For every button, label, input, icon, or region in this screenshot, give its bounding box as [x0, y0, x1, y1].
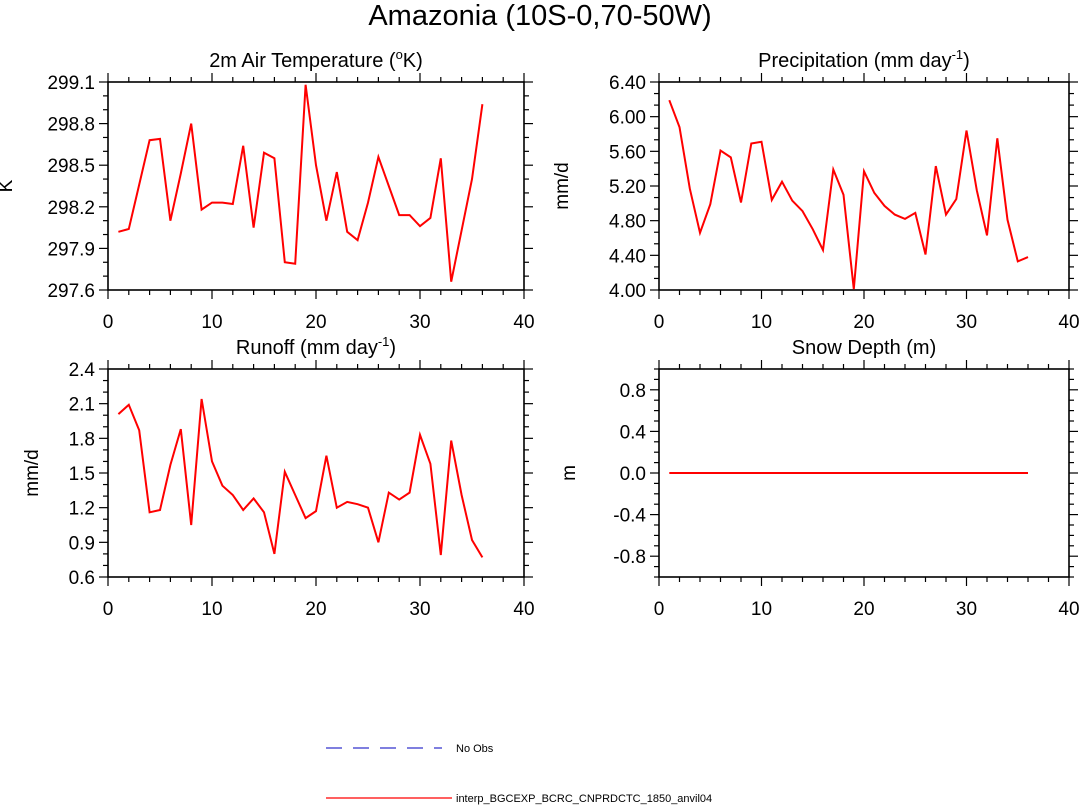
y-tick-label: 297.9: [47, 239, 95, 260]
series-line: [118, 84, 484, 282]
y-tick-label: 298.2: [47, 198, 95, 219]
y-tick-label: 0.6: [69, 568, 95, 589]
y-tick-label: 299.1: [47, 73, 95, 94]
legend: No Obs interp_BGCEXP_BCRC_CNPRDCTC_1850_…: [326, 743, 712, 805]
x-tick-label: 30: [956, 599, 977, 620]
y-tick-label: -0.4: [613, 506, 646, 527]
x-tick-label: 30: [409, 599, 430, 620]
x-tick-label: 0: [654, 599, 665, 620]
x-tick-label: 20: [305, 599, 326, 620]
y-tick-label: 6.00: [609, 108, 646, 129]
y-tick-label: 4.80: [609, 212, 646, 233]
panel-4: 0 10 20 30 40 -0.8 -0.4 0.0 0.4 0.8 Snow Depth (m)…: [559, 337, 1080, 620]
y-tick-label: 4.40: [609, 246, 646, 267]
x-tick-label: 10: [751, 312, 772, 333]
y-axis-label: mm/d: [22, 449, 43, 497]
y-tick-label: 297.6: [47, 281, 95, 302]
y-axis-label: m: [559, 465, 580, 481]
legend-model-label: interp_BGCEXP_BCRC_CNPRDCTC_1850_anvil04: [456, 793, 712, 805]
legend-obs-label: No Obs: [456, 743, 494, 755]
y-tick-label: 5.20: [609, 177, 646, 198]
y-axis-label: K: [0, 179, 17, 192]
panel-title: Runoff (mm day-1): [236, 334, 396, 359]
y-tick-label: -0.8: [613, 547, 646, 568]
x-tick-label: 20: [853, 312, 874, 333]
y-tick-label: 0.9: [69, 533, 95, 554]
panel-title: Snow Depth (m): [792, 337, 937, 359]
y-tick-label: 0.4: [620, 422, 647, 443]
y-tick-label: 6.40: [609, 73, 646, 94]
panels: 0 10 20 30 40 297.6 297.9 298.2 298.5 298.8 299.1 2…: [0, 47, 1080, 620]
x-tick-label: 40: [513, 312, 534, 333]
y-tick-label: 298.8: [47, 115, 95, 136]
y-tick-label: 1.2: [69, 499, 95, 520]
x-tick-label: 0: [654, 312, 665, 333]
panel-title: 2m Air Temperature (oK): [209, 47, 423, 72]
y-tick-label: 298.5: [47, 156, 95, 177]
y-axis-label: mm/d: [552, 162, 573, 210]
x-tick-label: 40: [1058, 599, 1079, 620]
series-line: [668, 99, 1029, 290]
panel-3: 0 10 20 30 40 0.6 0.9 1.2 1.5 1.8 2.1 2.4 Runoff (mm…: [22, 334, 535, 620]
x-tick-label: 10: [201, 312, 222, 333]
y-tick-label: 4.00: [609, 281, 646, 302]
y-tick-label: 5.60: [609, 142, 646, 163]
y-tick-label: 2.4: [69, 360, 96, 381]
x-tick-label: 20: [853, 599, 874, 620]
x-tick-label: 40: [1058, 312, 1079, 333]
y-tick-label: 2.1: [69, 395, 95, 416]
series-line: [117, 398, 484, 558]
x-tick-label: 10: [201, 599, 222, 620]
y-tick-label: 1.8: [69, 429, 95, 450]
x-tick-label: 40: [513, 599, 534, 620]
x-tick-label: 10: [751, 599, 772, 620]
y-tick-label: 0.8: [620, 381, 646, 402]
panel-title: Precipitation (mm day-1): [758, 47, 970, 72]
panel-2: 0 10 20 30 40 4.00 4.40 4.80 5.20 5.60 6.00 6.40 Pre…: [552, 47, 1080, 333]
x-tick-label: 30: [956, 312, 977, 333]
x-tick-label: 30: [409, 312, 430, 333]
x-tick-label: 0: [103, 599, 114, 620]
y-tick-label: 1.5: [69, 464, 95, 485]
x-tick-label: 0: [103, 312, 114, 333]
y-tick-label: 0.0: [620, 464, 646, 485]
plot-frame: [107, 368, 525, 578]
plot-frame: [658, 81, 1070, 291]
x-tick-label: 20: [305, 312, 326, 333]
figure-title: Amazonia (10S-0,70-50W): [368, 0, 711, 32]
plot-frame: [107, 81, 525, 291]
panel-1: 0 10 20 30 40 297.6 297.9 298.2 298.5 298.8 299.1 2…: [0, 47, 535, 333]
